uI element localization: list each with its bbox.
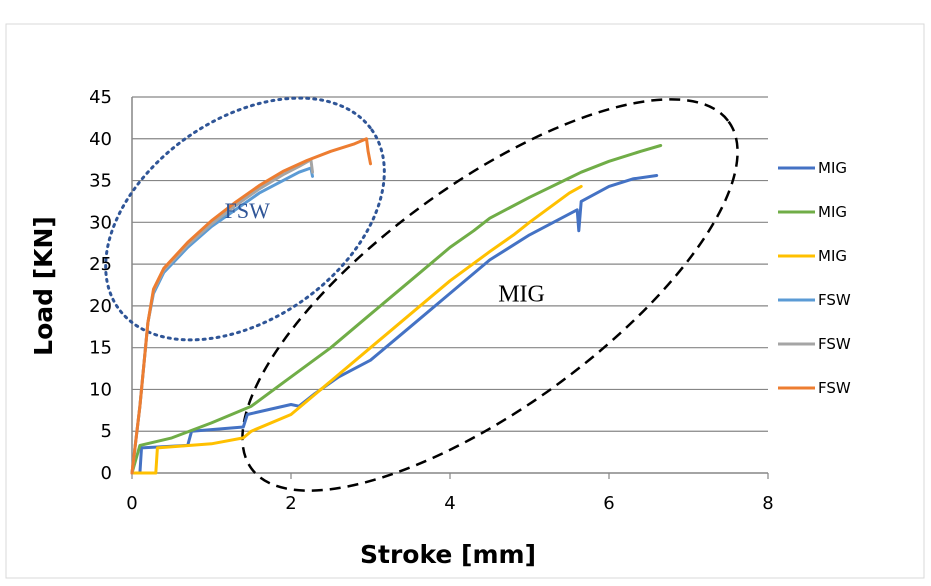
legend-label: MIG <box>818 247 847 265</box>
y-tick-label: 25 <box>89 254 112 275</box>
annotation-ellipses <box>104 96 739 492</box>
mig-ellipse <box>241 98 739 492</box>
series-lines <box>130 137 663 475</box>
annotation-label: FSW <box>225 198 270 223</box>
annotation-label: MIG <box>498 282 545 308</box>
legend-label: MIG <box>818 159 847 177</box>
y-tick-label: 45 <box>89 87 112 108</box>
grid-lines <box>132 96 768 432</box>
legend: MIG MIG MIG FSW FSW FSW <box>778 159 851 397</box>
x-tick-label: 0 <box>126 493 137 514</box>
y-tick-label: 20 <box>89 296 112 317</box>
y-tick-label: 5 <box>101 421 112 442</box>
legend-label: MIG <box>818 203 847 221</box>
legend-label: FSW <box>818 379 851 397</box>
y-tick-label: 0 <box>101 463 112 484</box>
y-tick-label: 30 <box>89 212 112 233</box>
tick-labels: 0 5 10 15 20 25 30 35 40 45 0 2 4 6 8 <box>89 87 774 514</box>
chart-border <box>5 23 925 579</box>
legend-label: FSW <box>818 291 851 309</box>
y-tick-label: 15 <box>89 338 112 359</box>
y-tick-label: 10 <box>89 379 112 400</box>
y-tick-label: 35 <box>89 171 112 192</box>
fsw-ellipse <box>104 96 386 342</box>
x-tick-label: 2 <box>285 493 296 514</box>
series-line-1 <box>130 174 659 475</box>
x-axis-title: Stroke [mm] <box>360 540 536 569</box>
legend-label: FSW <box>818 335 851 353</box>
series-line-3 <box>130 184 583 475</box>
annotation-labels: FSW MIG <box>225 198 545 308</box>
x-tick-label: 6 <box>603 493 614 514</box>
series-line-2 <box>130 144 663 475</box>
x-tick-label: 4 <box>444 493 455 514</box>
y-tick-label: 40 <box>89 129 112 150</box>
y-axis-title: Load [KN] <box>29 216 58 356</box>
x-tick-label: 8 <box>762 493 773 514</box>
series-line-6 <box>130 137 372 475</box>
